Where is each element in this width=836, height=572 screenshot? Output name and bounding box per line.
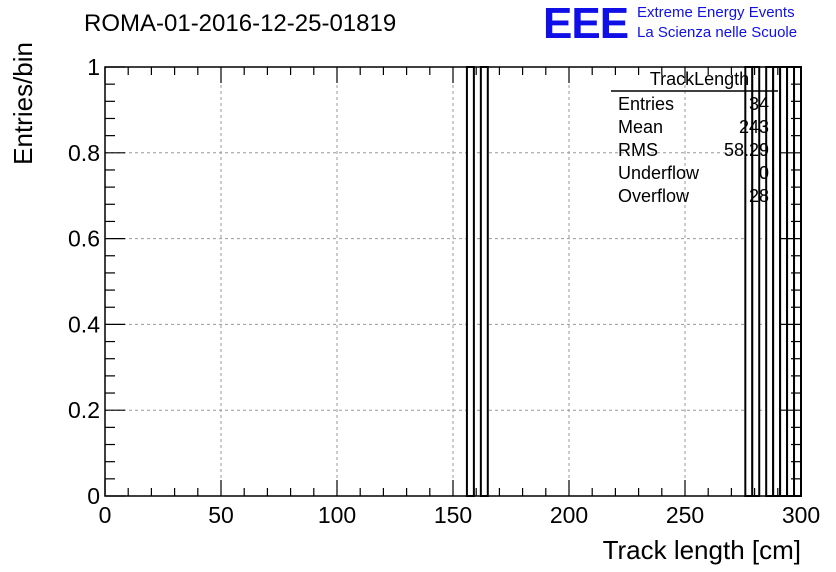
grid-layer bbox=[105, 66, 801, 496]
histogram-bin bbox=[465, 66, 475, 497]
frame-layer bbox=[104, 66, 802, 497]
eee-logo-line2: La Scienza nelle Scuole bbox=[637, 24, 798, 41]
eee-logo-line1: Extreme Energy Events bbox=[637, 4, 795, 21]
stats-value: 243 bbox=[739, 117, 769, 137]
x-tick-label: 300 bbox=[782, 502, 820, 528]
x-axis-title: Track length [cm] bbox=[603, 535, 801, 565]
histogram-bin bbox=[793, 66, 802, 497]
stats-box: TrackLength Entries 34 Mean 243 RMS 58.29 Under… bbox=[611, 69, 778, 206]
stats-label: Mean bbox=[618, 117, 663, 137]
stats-value: 0 bbox=[759, 163, 769, 183]
stats-value: 34 bbox=[749, 94, 769, 114]
y-tick-label: 0.6 bbox=[68, 226, 100, 252]
y-tick-label: 0.4 bbox=[68, 311, 100, 337]
histogram-bin bbox=[479, 66, 489, 497]
run-title: ROMA-01-2016-12-25-01819 bbox=[84, 10, 397, 37]
x-tick-label: 100 bbox=[318, 502, 356, 528]
stats-title: TrackLength bbox=[650, 69, 749, 89]
eee-logo: EEE bbox=[543, 0, 629, 48]
histogram-bin bbox=[772, 66, 782, 497]
histogram-bin bbox=[779, 66, 789, 497]
y-axis-title: Entries/bin bbox=[8, 42, 38, 165]
labels-layer: 0 50 100 150 200 250 300 0 0.2 0.4 0.6 0.8 1 Track le… bbox=[8, 42, 820, 565]
x-tick-label: 0 bbox=[99, 502, 112, 528]
ticks-layer bbox=[104, 66, 802, 497]
x-tick-label: 250 bbox=[666, 502, 704, 528]
y-tick-label: 0 bbox=[87, 483, 100, 509]
y-tick-label: 1 bbox=[87, 54, 100, 80]
x-tick-label: 200 bbox=[550, 502, 588, 528]
stats-label: Entries bbox=[618, 94, 674, 114]
histogram-bin bbox=[786, 66, 796, 497]
y-tick-label: 0.8 bbox=[68, 140, 100, 166]
stats-label: Underflow bbox=[618, 163, 700, 183]
stats-value: 58.29 bbox=[724, 140, 769, 160]
stats-label: RMS bbox=[618, 140, 658, 160]
plot-frame bbox=[104, 66, 802, 497]
x-tick-label: 50 bbox=[208, 502, 234, 528]
x-tick-label: 150 bbox=[434, 502, 472, 528]
stats-value: 28 bbox=[749, 186, 769, 206]
y-tick-label: 0.2 bbox=[68, 397, 100, 423]
stats-label: Overflow bbox=[618, 186, 690, 206]
